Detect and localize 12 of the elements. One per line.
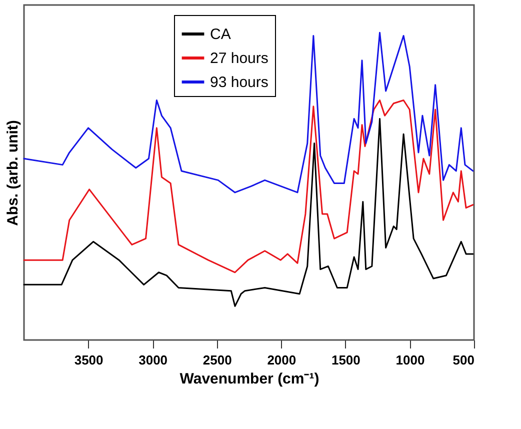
x-tick-label: 1000 (396, 352, 425, 368)
x-tick-label: 3500 (74, 352, 104, 368)
y-axis-title: Abs. (arb. unit) (4, 120, 22, 226)
x-tick-label: 2000 (267, 352, 296, 368)
x-tick-label: 500 (452, 352, 474, 368)
x-tick-label: 3000 (138, 352, 168, 368)
x-tick-label: 2500 (202, 352, 232, 368)
legend-label: CA (210, 26, 231, 43)
legend-label: 93 hours (210, 74, 268, 91)
x-tick-label: 1500 (331, 352, 360, 368)
x-axis-title: Wavenumber (cm⁻¹) (180, 370, 320, 388)
legend-label: 27 hours (210, 50, 268, 67)
